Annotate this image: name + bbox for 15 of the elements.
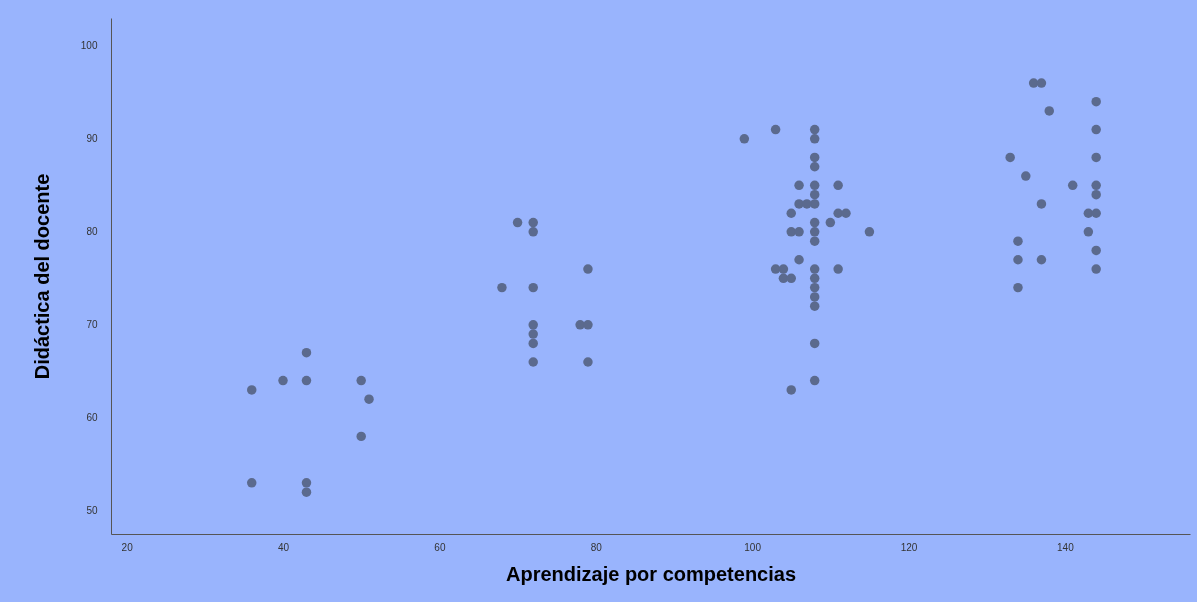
x-tick-label: 60 (434, 541, 446, 553)
y-tick-label: 80 (86, 226, 98, 238)
x-tick-label: 100 (744, 541, 762, 553)
x-tick-label: 140 (1057, 541, 1075, 553)
x-tick-label: 120 (900, 541, 918, 553)
y-tick-label: 90 (86, 133, 98, 145)
y-tick-label: 100 (80, 40, 98, 52)
x-tick-label: 80 (590, 541, 603, 553)
y-axis-title: Didáctica del docente (30, 173, 53, 380)
x-tick-label: 40 (277, 541, 290, 553)
y-tick-label: 50 (86, 505, 98, 517)
x-tick-label: 20 (121, 541, 134, 553)
y-tick-label: 70 (86, 319, 98, 331)
y-tick-label: 60 (86, 412, 98, 424)
x-axis-title: Aprendizaje por competencias (505, 562, 797, 585)
